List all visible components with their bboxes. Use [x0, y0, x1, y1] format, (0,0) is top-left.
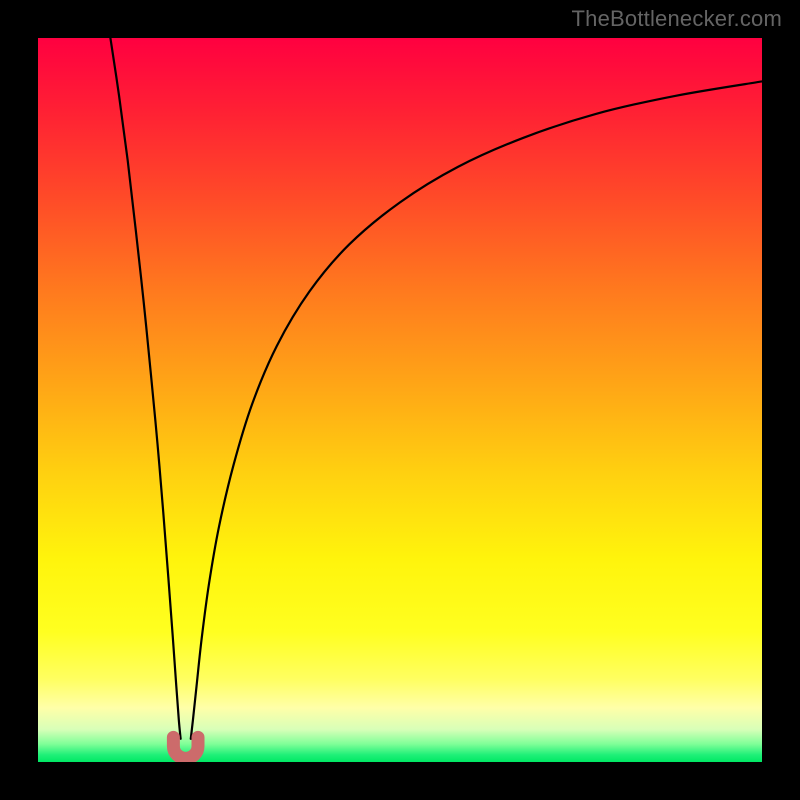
plot-area	[38, 38, 762, 762]
plot-svg	[38, 38, 762, 762]
gradient-background	[38, 38, 762, 762]
watermark-text: TheBottlenecker.com	[572, 6, 782, 32]
